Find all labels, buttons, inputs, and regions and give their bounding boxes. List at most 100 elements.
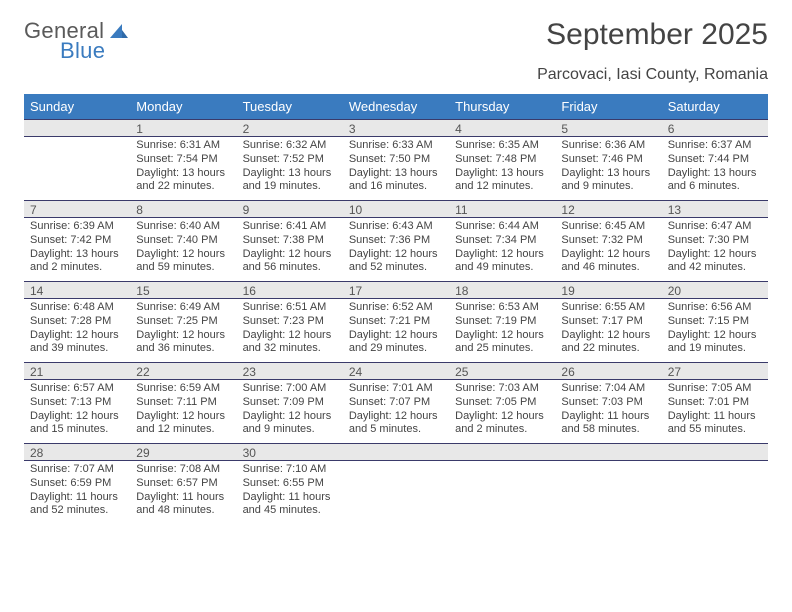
day-details: Sunrise: 6:51 AMSunset: 7:23 PMDaylight:… <box>237 299 343 362</box>
day-details: Sunrise: 6:57 AMSunset: 7:13 PMDaylight:… <box>24 380 130 443</box>
day-details: Sunrise: 6:37 AMSunset: 7:44 PMDaylight:… <box>662 137 768 200</box>
sunrise-text: Sunrise: 7:03 AM <box>455 382 549 396</box>
sunset-text: Sunset: 7:05 PM <box>455 396 549 410</box>
sunrise-text: Sunrise: 7:08 AM <box>136 463 230 477</box>
sunrise-text: Sunrise: 7:04 AM <box>561 382 655 396</box>
daylight-text: Daylight: 13 hours and 2 minutes. <box>30 248 124 276</box>
calendar-table: Sunday Monday Tuesday Wednesday Thursday… <box>24 94 768 524</box>
sunset-text: Sunset: 7:15 PM <box>668 315 762 329</box>
day-number: 28 <box>24 443 130 461</box>
weekday-sunday: Sunday <box>24 94 130 119</box>
day-details: Sunrise: 6:33 AMSunset: 7:50 PMDaylight:… <box>343 137 449 200</box>
sunset-text: Sunset: 7:42 PM <box>30 234 124 248</box>
day-number: 11 <box>449 200 555 218</box>
daylight-text: Daylight: 12 hours and 39 minutes. <box>30 329 124 357</box>
day-details: Sunrise: 7:00 AMSunset: 7:09 PMDaylight:… <box>237 380 343 443</box>
daylight-text: Daylight: 12 hours and 25 minutes. <box>455 329 549 357</box>
day-details: Sunrise: 6:52 AMSunset: 7:21 PMDaylight:… <box>343 299 449 362</box>
day-details: Sunrise: 6:55 AMSunset: 7:17 PMDaylight:… <box>555 299 661 362</box>
sunrise-text: Sunrise: 6:31 AM <box>136 139 230 153</box>
weekday-wednesday: Wednesday <box>343 94 449 119</box>
sunrise-text: Sunrise: 6:59 AM <box>136 382 230 396</box>
day-number <box>24 119 130 137</box>
day-details <box>24 137 130 195</box>
sunset-text: Sunset: 7:30 PM <box>668 234 762 248</box>
daylight-text: Daylight: 12 hours and 12 minutes. <box>136 410 230 438</box>
day-number: 15 <box>130 281 236 299</box>
day-details: Sunrise: 6:41 AMSunset: 7:38 PMDaylight:… <box>237 218 343 281</box>
sunrise-text: Sunrise: 6:40 AM <box>136 220 230 234</box>
logo-text-blue: Blue <box>60 38 105 64</box>
daylight-text: Daylight: 12 hours and 46 minutes. <box>561 248 655 276</box>
daylight-text: Daylight: 12 hours and 19 minutes. <box>668 329 762 357</box>
day-details: Sunrise: 6:43 AMSunset: 7:36 PMDaylight:… <box>343 218 449 281</box>
day-number: 14 <box>24 281 130 299</box>
sunset-text: Sunset: 6:55 PM <box>243 477 337 491</box>
daylight-text: Daylight: 13 hours and 12 minutes. <box>455 167 549 195</box>
sunset-text: Sunset: 7:50 PM <box>349 153 443 167</box>
day-details: Sunrise: 6:47 AMSunset: 7:30 PMDaylight:… <box>662 218 768 281</box>
day-number <box>555 443 661 461</box>
day-number: 12 <box>555 200 661 218</box>
sunset-text: Sunset: 7:09 PM <box>243 396 337 410</box>
sunrise-text: Sunrise: 6:48 AM <box>30 301 124 315</box>
day-number: 20 <box>662 281 768 299</box>
day-number: 17 <box>343 281 449 299</box>
daylight-text: Daylight: 12 hours and 15 minutes. <box>30 410 124 438</box>
daylight-text: Daylight: 13 hours and 22 minutes. <box>136 167 230 195</box>
sunrise-text: Sunrise: 6:32 AM <box>243 139 337 153</box>
sunset-text: Sunset: 7:11 PM <box>136 396 230 410</box>
sunrise-text: Sunrise: 6:37 AM <box>668 139 762 153</box>
day-details: Sunrise: 6:40 AMSunset: 7:40 PMDaylight:… <box>130 218 236 281</box>
sunset-text: Sunset: 7:40 PM <box>136 234 230 248</box>
day-number: 5 <box>555 119 661 137</box>
day-details <box>449 461 555 519</box>
day-details <box>343 461 449 519</box>
day-details: Sunrise: 7:01 AMSunset: 7:07 PMDaylight:… <box>343 380 449 443</box>
daylight-text: Daylight: 12 hours and 36 minutes. <box>136 329 230 357</box>
sunrise-text: Sunrise: 6:39 AM <box>30 220 124 234</box>
day-details: Sunrise: 6:31 AMSunset: 7:54 PMDaylight:… <box>130 137 236 200</box>
day-details: Sunrise: 6:44 AMSunset: 7:34 PMDaylight:… <box>449 218 555 281</box>
daylight-text: Daylight: 12 hours and 59 minutes. <box>136 248 230 276</box>
sunset-text: Sunset: 7:36 PM <box>349 234 443 248</box>
weekday-monday: Monday <box>130 94 236 119</box>
sunrise-text: Sunrise: 6:57 AM <box>30 382 124 396</box>
day-number: 10 <box>343 200 449 218</box>
sunset-text: Sunset: 6:59 PM <box>30 477 124 491</box>
day-number: 13 <box>662 200 768 218</box>
day-number: 25 <box>449 362 555 380</box>
daylight-text: Daylight: 11 hours and 45 minutes. <box>243 491 337 519</box>
daylight-text: Daylight: 12 hours and 22 minutes. <box>561 329 655 357</box>
day-number <box>662 443 768 461</box>
sunrise-text: Sunrise: 6:52 AM <box>349 301 443 315</box>
day-number: 22 <box>130 362 236 380</box>
day-details: Sunrise: 7:10 AMSunset: 6:55 PMDaylight:… <box>237 461 343 524</box>
day-number: 26 <box>555 362 661 380</box>
day-details: Sunrise: 6:39 AMSunset: 7:42 PMDaylight:… <box>24 218 130 281</box>
day-number: 3 <box>343 119 449 137</box>
daylight-text: Daylight: 12 hours and 56 minutes. <box>243 248 337 276</box>
weekday-tuesday: Tuesday <box>237 94 343 119</box>
sunrise-text: Sunrise: 6:53 AM <box>455 301 549 315</box>
daylight-text: Daylight: 12 hours and 42 minutes. <box>668 248 762 276</box>
weekday-friday: Friday <box>555 94 661 119</box>
day-number: 30 <box>237 443 343 461</box>
sunrise-text: Sunrise: 6:41 AM <box>243 220 337 234</box>
sunrise-text: Sunrise: 6:44 AM <box>455 220 549 234</box>
sunrise-text: Sunrise: 6:33 AM <box>349 139 443 153</box>
day-number: 6 <box>662 119 768 137</box>
sunset-text: Sunset: 7:23 PM <box>243 315 337 329</box>
day-number: 9 <box>237 200 343 218</box>
sunrise-text: Sunrise: 6:36 AM <box>561 139 655 153</box>
sunset-text: Sunset: 7:03 PM <box>561 396 655 410</box>
sunset-text: Sunset: 7:38 PM <box>243 234 337 248</box>
daylight-text: Daylight: 11 hours and 55 minutes. <box>668 410 762 438</box>
day-details: Sunrise: 6:45 AMSunset: 7:32 PMDaylight:… <box>555 218 661 281</box>
sunset-text: Sunset: 7:28 PM <box>30 315 124 329</box>
sunset-text: Sunset: 7:46 PM <box>561 153 655 167</box>
sunset-text: Sunset: 7:19 PM <box>455 315 549 329</box>
daylight-text: Daylight: 12 hours and 52 minutes. <box>349 248 443 276</box>
day-number: 29 <box>130 443 236 461</box>
sunset-text: Sunset: 7:25 PM <box>136 315 230 329</box>
